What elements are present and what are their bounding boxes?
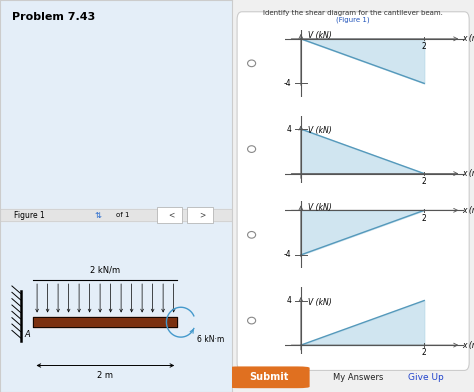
Text: (Figure 1): (Figure 1) [337, 16, 370, 23]
FancyBboxPatch shape [157, 207, 182, 223]
Text: V (kN): V (kN) [308, 126, 332, 135]
FancyBboxPatch shape [237, 12, 469, 370]
Text: x (m): x (m) [463, 34, 474, 43]
FancyBboxPatch shape [228, 367, 310, 388]
Text: Figure 1: Figure 1 [14, 211, 45, 220]
Text: My Answers: My Answers [333, 373, 383, 382]
Text: 4: 4 [287, 296, 292, 305]
Text: 2: 2 [422, 177, 427, 186]
Text: -4: -4 [284, 79, 292, 88]
Text: x (m): x (m) [463, 169, 474, 178]
Text: 6 kN·m: 6 kN·m [197, 335, 225, 344]
Text: 2 kN/m: 2 kN/m [90, 265, 120, 274]
Text: Identify the shear diagram for the cantilever beam.: Identify the shear diagram for the canti… [263, 10, 443, 16]
Text: V (kN): V (kN) [308, 203, 332, 212]
Text: Give Up: Give Up [408, 373, 444, 382]
Text: 4: 4 [287, 125, 292, 134]
Text: 2: 2 [422, 42, 427, 51]
Text: ⇅: ⇅ [94, 211, 101, 220]
Text: of 1: of 1 [116, 212, 129, 218]
Text: Submit: Submit [249, 372, 288, 382]
Text: Problem 7.43: Problem 7.43 [11, 12, 95, 22]
Text: 2: 2 [422, 214, 427, 223]
Text: x (m): x (m) [463, 206, 474, 215]
Text: -4: -4 [284, 250, 292, 260]
Text: 2 m: 2 m [97, 372, 113, 381]
Text: V (kN): V (kN) [308, 298, 332, 307]
Text: >: > [199, 211, 205, 220]
Text: <: < [169, 211, 175, 220]
Text: A: A [25, 330, 31, 339]
Text: V (kN): V (kN) [308, 31, 332, 40]
FancyBboxPatch shape [187, 207, 212, 223]
Text: x (m): x (m) [463, 341, 474, 350]
Text: 2: 2 [422, 348, 427, 358]
